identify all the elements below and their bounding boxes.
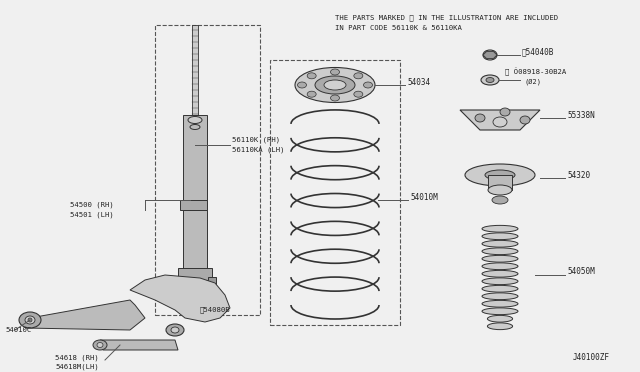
Ellipse shape [482,278,518,285]
Text: 54010C: 54010C [5,327,31,333]
Text: 54501 (LH): 54501 (LH) [70,212,114,218]
Ellipse shape [295,67,375,103]
Text: 55338N: 55338N [567,110,595,119]
Ellipse shape [488,185,512,195]
Text: (Ø2): (Ø2) [525,79,542,85]
Text: 56110KA (LH): 56110KA (LH) [232,147,285,153]
Ellipse shape [25,316,35,324]
Bar [192,25,198,115]
Ellipse shape [482,225,518,232]
Ellipse shape [488,315,513,322]
Ellipse shape [482,255,518,262]
Polygon shape [483,52,497,58]
Polygon shape [180,200,207,210]
Ellipse shape [28,318,32,322]
Text: ※54040B: ※54040B [522,48,554,57]
Text: ※54080B: ※54080B [200,307,230,313]
Ellipse shape [481,75,499,85]
Ellipse shape [171,327,179,333]
Ellipse shape [482,308,518,315]
Polygon shape [130,275,230,322]
Ellipse shape [166,324,184,336]
Ellipse shape [520,116,530,124]
Ellipse shape [482,263,518,270]
Ellipse shape [482,270,518,277]
Text: 54500 (RH): 54500 (RH) [70,202,114,208]
Ellipse shape [482,248,518,254]
Ellipse shape [486,77,494,83]
Text: THE PARTS MARKED ※ IN THE ILLUSTRATION ARE INCLUDED: THE PARTS MARKED ※ IN THE ILLUSTRATION A… [335,15,558,21]
Ellipse shape [482,300,518,307]
Ellipse shape [19,312,41,328]
Ellipse shape [307,91,316,97]
Ellipse shape [482,233,518,240]
Ellipse shape [190,125,200,129]
Ellipse shape [364,82,372,88]
Ellipse shape [485,170,515,180]
Ellipse shape [482,240,518,247]
Ellipse shape [465,164,535,186]
Text: 56110K (RH): 56110K (RH) [232,137,280,143]
Ellipse shape [93,340,107,350]
Ellipse shape [475,114,485,122]
Bar [155,25,260,315]
Text: 54618M(LH): 54618M(LH) [55,364,99,370]
Ellipse shape [482,293,518,299]
Ellipse shape [330,69,339,75]
Text: 54010M: 54010M [410,192,438,202]
Text: 54320: 54320 [567,170,590,180]
Bar [178,268,212,280]
Ellipse shape [354,91,363,97]
Ellipse shape [315,76,355,94]
Bar [208,277,216,295]
Ellipse shape [488,323,513,330]
Ellipse shape [492,196,508,204]
Ellipse shape [482,285,518,292]
Bar [183,210,207,270]
Bar [270,60,400,325]
Ellipse shape [97,343,103,347]
Ellipse shape [307,73,316,79]
Ellipse shape [188,116,202,124]
Bar [174,277,182,295]
Bar [488,175,512,190]
Text: ※ Ô08918-30B2A: ※ Ô08918-30B2A [505,68,566,76]
Text: 54618 (RH): 54618 (RH) [55,355,99,361]
Text: IN PART CODE 56110K & 56110KA: IN PART CODE 56110K & 56110KA [335,25,462,31]
Ellipse shape [324,80,346,90]
Ellipse shape [330,95,339,101]
Ellipse shape [493,117,507,127]
Ellipse shape [483,50,497,60]
Text: 54034: 54034 [407,77,430,87]
Ellipse shape [500,108,510,116]
Polygon shape [460,110,540,130]
Text: 54050M: 54050M [567,267,595,276]
Bar [183,115,207,200]
Text: J40100ZF: J40100ZF [573,353,610,362]
Ellipse shape [354,73,363,79]
Polygon shape [100,340,178,350]
Ellipse shape [298,82,307,88]
Polygon shape [25,300,145,330]
